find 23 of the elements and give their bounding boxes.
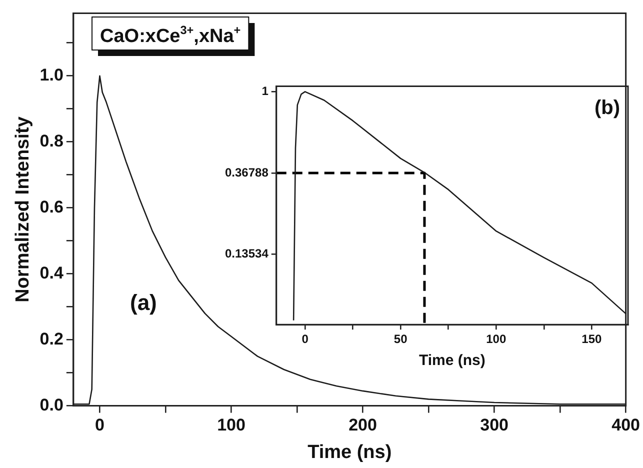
x-tick-label: 100 [217,416,246,435]
y-tick-label: 1 [262,84,269,98]
x-axis-title: Time (ns) [308,442,392,463]
x-tick-label: 300 [480,416,508,435]
y-tick-label: 0.4 [40,264,64,283]
x-tick-label: 100 [486,332,506,346]
x-tick-label: 150 [582,332,602,346]
y-tick-label: 0.6 [40,198,64,217]
y-tick-label: 0.8 [40,132,64,151]
x-tick-label: 0 [95,416,104,435]
x-tick-label: 50 [394,332,408,346]
y-tick-label: 0.0 [40,395,64,414]
annotation: (b) [594,97,620,120]
x-tick-label: 200 [348,416,377,435]
y-tick-label: 1.0 [40,66,64,85]
y-tick-label: 0.13534 [224,246,269,261]
x-axis-title: Time (ns) [418,352,486,370]
annotation: (a) [130,290,157,315]
y-tick-label: 0.36788 [224,165,269,180]
x-tick-label: 400 [612,416,640,435]
y-tick-label: 0.2 [40,330,64,349]
y-axis-title: Normalized Intensity [12,116,34,302]
x-tick-label: 0 [302,332,309,346]
